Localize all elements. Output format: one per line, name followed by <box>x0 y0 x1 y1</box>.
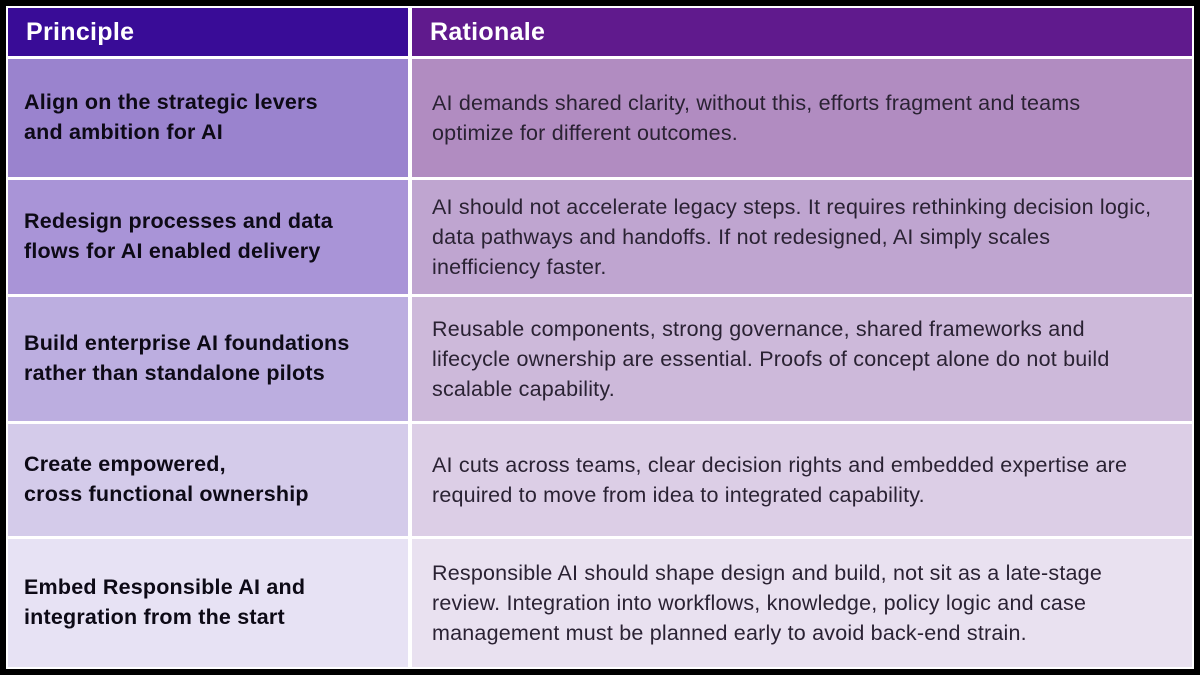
rationale-text: AI demands shared clarity, without this,… <box>432 90 1081 145</box>
principle-cell: Create empowered, cross functional owner… <box>8 424 408 536</box>
rationale-text: AI should not accelerate legacy steps. I… <box>432 194 1152 280</box>
principle-text: Redesign processes and data flows for AI… <box>24 209 333 263</box>
column-header-rationale-label: Rationale <box>430 17 546 46</box>
principle-text: Create empowered, cross functional owner… <box>24 452 309 506</box>
rationale-text: Responsible AI should shape design and b… <box>432 560 1102 646</box>
principle-cell: Build enterprise AI foundations rather t… <box>8 297 408 421</box>
column-header-principle-label: Principle <box>26 17 135 46</box>
principle-cell: Embed Responsible AI and integration fro… <box>8 539 408 667</box>
principle-text: Align on the strategic levers and ambiti… <box>24 90 318 144</box>
rationale-text: Reusable components, strong governance, … <box>432 316 1110 402</box>
principle-rationale-table: Principle Rationale Align on the strateg… <box>6 6 1194 669</box>
rationale-cell: Responsible AI should shape design and b… <box>412 539 1192 667</box>
rationale-cell: AI cuts across teams, clear decision rig… <box>412 424 1192 536</box>
principle-text: Embed Responsible AI and integration fro… <box>24 575 306 629</box>
column-header-rationale: Rationale <box>412 8 1192 56</box>
rationale-cell: Reusable components, strong governance, … <box>412 297 1192 421</box>
principle-cell: Align on the strategic levers and ambiti… <box>8 59 408 177</box>
rationale-cell: AI should not accelerate legacy steps. I… <box>412 180 1192 294</box>
principle-cell: Redesign processes and data flows for AI… <box>8 180 408 294</box>
column-header-principle: Principle <box>8 8 408 56</box>
principle-text: Build enterprise AI foundations rather t… <box>24 331 350 385</box>
rationale-text: AI cuts across teams, clear decision rig… <box>432 452 1128 507</box>
rationale-cell: AI demands shared clarity, without this,… <box>412 59 1192 177</box>
